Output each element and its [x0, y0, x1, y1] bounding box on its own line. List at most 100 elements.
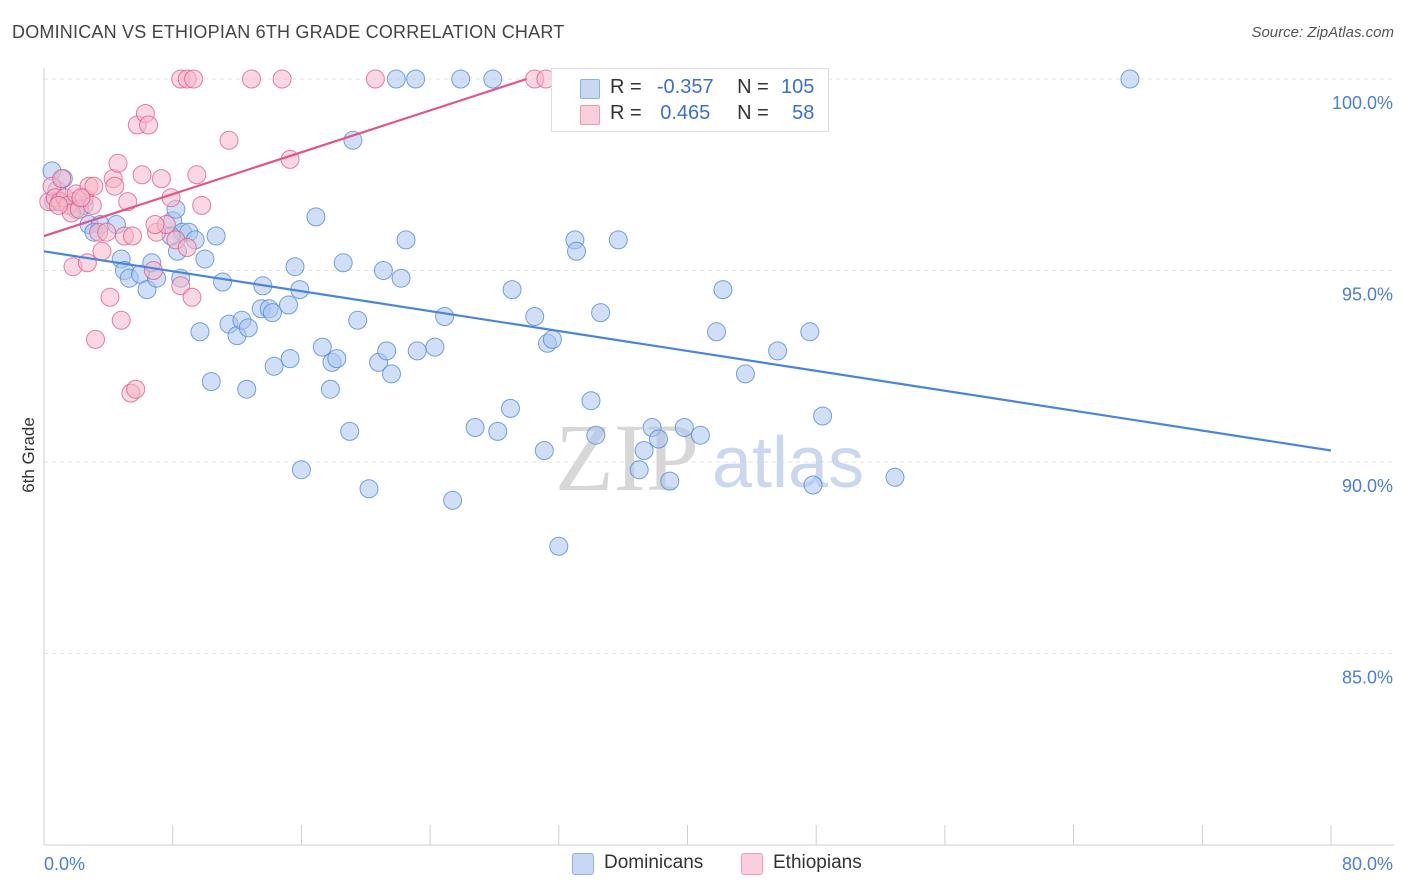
dominican-point — [382, 364, 401, 384]
dominicans-legend-swatch — [572, 853, 594, 875]
watermark: ZIP atlas — [555, 404, 864, 511]
ethiopian-point — [52, 169, 72, 189]
ethiopian-point — [184, 69, 204, 89]
y-tick-label: 85.0% — [1342, 668, 1393, 688]
dominican-point — [768, 341, 788, 361]
dominican-point — [333, 253, 353, 273]
ethiopian-point — [151, 169, 171, 189]
dominican-point — [262, 303, 282, 323]
dominican-point — [343, 130, 363, 150]
dominican-point — [435, 307, 455, 326]
chart-title: DOMINICAN VS ETHIOPIAN 6TH GRADE CORRELA… — [12, 22, 565, 42]
dominican-point — [1120, 69, 1140, 89]
source-label: Source: ZipAtlas.com — [1251, 24, 1394, 41]
tick-labels: 85.0% 90.0% 95.0% 100.0% 0.0% 80.0% 6th Grade — [19, 93, 1393, 874]
dominican-point — [451, 69, 471, 89]
dominican-point — [327, 349, 347, 369]
dominican-point — [690, 425, 710, 445]
ethiopian-point — [171, 276, 191, 296]
ethiopian-point — [139, 115, 159, 135]
ethiopian-point — [123, 226, 142, 246]
ethiopian-point — [242, 69, 261, 89]
dominican-point — [391, 268, 411, 288]
r-label: R = — [610, 102, 642, 124]
dominican-point — [206, 226, 226, 246]
dominican-point — [483, 69, 503, 89]
dominican-point — [425, 337, 445, 357]
y-tick-label: 100.0% — [1332, 93, 1393, 113]
dominican-point — [803, 475, 823, 495]
dominican-point — [201, 372, 221, 392]
ethiopian-point — [118, 192, 138, 212]
dominican-point — [195, 249, 215, 269]
dominican-point — [674, 418, 694, 437]
dominican-point — [386, 69, 406, 89]
n-value: 58 — [792, 102, 815, 124]
ethiopian-point — [365, 69, 385, 89]
ethiopian-trend-line — [43, 77, 527, 238]
dominican-point — [634, 441, 654, 460]
ethiopian-point — [49, 195, 68, 215]
ethiopian-point — [86, 329, 105, 349]
dominican-point — [608, 230, 628, 250]
r-label: R = — [610, 76, 642, 98]
dominican-point — [501, 398, 520, 418]
dominican-point — [312, 337, 332, 357]
r-value: 0.465 — [660, 102, 711, 124]
ethiopians-legend-label: Ethiopians — [773, 852, 862, 873]
ethiopian-point — [145, 215, 165, 234]
dominican-point — [407, 341, 427, 361]
dominican-point — [213, 272, 233, 292]
dominican-point — [591, 303, 611, 323]
ethiopian-point — [182, 287, 202, 307]
dominican-point — [813, 406, 833, 426]
watermark-zip-text: ZIP — [555, 404, 699, 511]
n-label: N = — [737, 76, 769, 98]
y-tick-label: 95.0% — [1342, 285, 1393, 305]
ethiopian-point — [100, 287, 120, 307]
x-tick-label: 80.0% — [1342, 854, 1393, 874]
ethiopians-swatch — [580, 105, 600, 125]
dominican-point — [359, 479, 379, 499]
dominican-point — [586, 425, 606, 445]
dominican-point — [629, 460, 649, 480]
r-value: -0.357 — [656, 76, 714, 98]
ethiopian-point — [177, 238, 197, 257]
dominican-point — [291, 460, 311, 480]
dominican-point — [377, 341, 397, 361]
legend-row-text: R = 0.465 N = 58 — [610, 102, 814, 125]
dominican-point — [306, 207, 326, 227]
n-label: N = — [737, 102, 769, 124]
dominican-point — [285, 257, 305, 277]
ethiopian-point — [108, 153, 128, 173]
dominican-point — [649, 429, 668, 449]
legend-row-text: R = -0.357 N = 105 — [610, 76, 814, 99]
dominican-point — [280, 349, 300, 369]
dominican-point — [542, 329, 562, 349]
dominican-point — [237, 379, 257, 399]
dominican-point — [320, 379, 340, 399]
dominican-point — [549, 536, 569, 556]
dominican-point — [525, 307, 545, 326]
ethiopian-point — [143, 261, 163, 280]
ethiopian-point — [187, 165, 207, 185]
ethiopian-point — [97, 222, 117, 242]
ethiopian-point — [219, 130, 239, 150]
dominican-point — [567, 241, 586, 261]
n-value: 105 — [781, 76, 815, 98]
dominican-point — [238, 318, 258, 338]
dominican-point — [885, 467, 905, 487]
dominican-point — [660, 471, 680, 491]
ethiopian-point — [126, 379, 146, 399]
dominican-point — [348, 310, 368, 330]
dominicans-swatch — [580, 79, 600, 99]
ethiopian-point — [92, 241, 112, 261]
dominican-point — [279, 295, 298, 315]
x-tick-label: 0.0% — [44, 854, 85, 874]
dominican-point — [406, 69, 426, 89]
stats-legend: R = -0.357 N = 105 R = 0.465 N = 58 — [551, 68, 829, 132]
ethiopian-point — [71, 188, 91, 208]
grid-lines — [44, 78, 1394, 654]
dominican-point — [396, 230, 416, 250]
